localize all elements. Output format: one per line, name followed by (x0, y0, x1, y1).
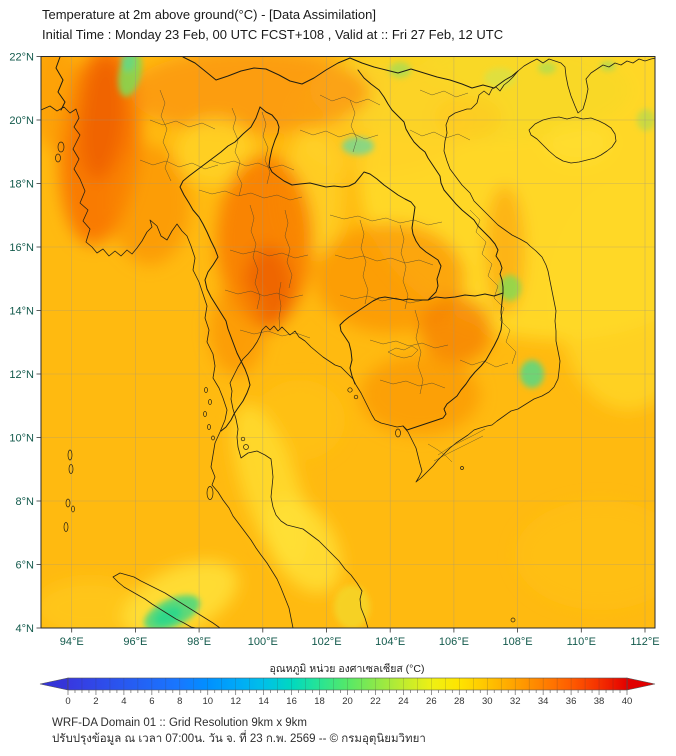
country-borders (55, 56, 519, 432)
temperature-blob (360, 355, 480, 435)
temperature-blob (600, 61, 616, 71)
colorbar-left-arrow (39, 677, 69, 691)
lon-tick-label: 110°E (567, 636, 596, 648)
temperature-blob (41, 580, 145, 628)
colorbar-tick-label: 8 (177, 696, 182, 707)
small-islands (55, 141, 516, 623)
temperature-blob (515, 500, 655, 610)
colorbar-tick-label: 20 (342, 696, 353, 707)
coast-hainan-island (528, 116, 617, 164)
lon-tick-label: 106°E (439, 636, 469, 648)
colorbar-tick-label: 40 (622, 696, 633, 707)
footer-line-1: WRF-DA Domain 01 :: Grid Resolution 9km … (52, 717, 307, 729)
temperature-blob (209, 285, 265, 375)
temperature-field-large (41, 56, 655, 628)
colorbar-tick-label: 18 (314, 696, 325, 707)
temperature-blob (420, 296, 492, 364)
colorbar-tick-label: 4 (121, 696, 126, 707)
colorbar-tick-label: 28 (454, 696, 465, 707)
colorbar-tick-label: 14 (258, 696, 269, 707)
colorbar-tick-label: 6 (149, 696, 154, 707)
map-canvas: 22°N 20°N 18°N 16°N 14°N 12°N 10°N 8°N 6°N 4°N 94°… (9, 52, 659, 708)
temperature-blob (558, 190, 655, 410)
footer-line-2: ปรับปรุงข้อมูล ณ เวลา 07:00น. วัน จ. ที่… (52, 732, 426, 745)
colorbar-tick-label: 34 (538, 696, 549, 707)
lon-tick-label: 108°E (503, 636, 533, 648)
colorbar: 0 2 4 6 8 10 12 14 16 18 20 22 24 26 28 30 32 34 36 38 40 (39, 677, 656, 707)
lon-tick-label: 102°E (311, 636, 341, 648)
temperature-blob (334, 585, 370, 628)
lat-tick-label: 10°N (9, 433, 34, 445)
temperature-blob (153, 606, 183, 626)
coast-sumatra (112, 572, 221, 628)
lon-tick-label: 94°E (60, 636, 84, 648)
lat-tick-label: 18°N (9, 179, 34, 191)
colorbar-tick-label: 30 (482, 696, 493, 707)
axis-ticks-and-labels: 22°N 20°N 18°N 16°N 14°N 12°N 10°N 8°N 6°N 4°N 94°… (9, 52, 659, 649)
colorbar-tick-label: 36 (566, 696, 577, 707)
temperature-blob (121, 56, 135, 72)
title-line-1: Temperature at 2m above ground(°C) - [Da… (42, 7, 376, 22)
temperature-blob (538, 62, 556, 74)
temperature-blob (130, 56, 370, 134)
lat-tick-label: 4°N (16, 623, 35, 635)
lon-tick-label: 98°E (187, 636, 211, 648)
colorbar-title: อุณหภูมิ หน่วย องศาเซลเซียส (°C) (270, 662, 425, 675)
colorbar-tick-label: 32 (510, 696, 521, 707)
coast-west-myanmar-peninsula (41, 105, 294, 628)
colorbar-tick-label: 12 (230, 696, 241, 707)
temperature-blob (484, 68, 516, 88)
coast-gulf-vietnam-china (229, 57, 655, 628)
lat-tick-label: 6°N (16, 560, 35, 572)
temperature-blob (499, 275, 521, 301)
graticule-grid (41, 56, 655, 628)
footer-block: WRF-DA Domain 01 :: Grid Resolution 9km … (52, 716, 426, 747)
temperature-blob (79, 56, 125, 180)
lat-tick-label: 22°N (9, 52, 34, 64)
lon-tick-label: 100°E (248, 636, 278, 648)
colorbar-tick-label: 26 (426, 696, 437, 707)
colorbar-tick-label: 38 (594, 696, 605, 707)
lon-tick-label: 112°E (630, 636, 659, 648)
lat-tick-label: 14°N (9, 306, 34, 318)
colorbar-tick-label: 22 (370, 696, 381, 707)
temperature-blob (175, 118, 255, 186)
temperature-blob (342, 137, 374, 155)
lon-tick-label: 96°E (123, 636, 147, 648)
title-line-2: Initial Time : Monday 23 Feb, 00 UTC FCS… (42, 27, 504, 42)
province-boundaries (139, 89, 517, 395)
temperature-blob (265, 497, 341, 593)
temperature-blob (546, 123, 610, 163)
colorbar-tick-label: 0 (65, 696, 70, 707)
colorbar-tick-label: 16 (286, 696, 297, 707)
colorbar-right-arrow (626, 677, 656, 691)
temperature-blob (41, 56, 81, 150)
title-block: Temperature at 2m above ground(°C) - [Da… (42, 5, 503, 45)
map-plot-area (41, 56, 655, 628)
plot-frame (40, 56, 656, 629)
colorbar-tick-label: 2 (93, 696, 98, 707)
mekong-delta-channels (427, 428, 486, 463)
lat-tick-label: 8°N (16, 496, 35, 508)
lat-tick-label: 12°N (9, 369, 34, 381)
lon-tick-label: 104°E (375, 636, 405, 648)
chao-phraya-river (278, 281, 282, 331)
lat-tick-label: 16°N (9, 242, 34, 254)
temperature-blob (389, 62, 411, 78)
colorbar-tick-label: 10 (202, 696, 213, 707)
temperature-blob (434, 96, 502, 140)
coastlines (41, 57, 655, 628)
lat-tick-label: 20°N (9, 115, 34, 127)
colorbar-tick-label: 24 (398, 696, 409, 707)
